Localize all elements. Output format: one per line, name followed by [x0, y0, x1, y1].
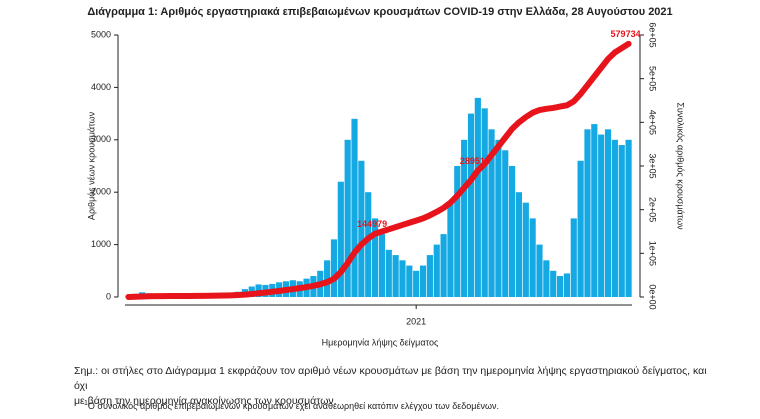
bar [371, 218, 379, 297]
y2-tick-label: 2e+05 [648, 197, 658, 222]
y2-tick-label: 5e+05 [648, 66, 658, 91]
bar [467, 113, 475, 297]
y2-tick-label: 1e+05 [648, 241, 658, 266]
note: Σημ.: οι στήλες στο Διάγραμμα 1 εκφράζου… [74, 364, 714, 409]
bar [591, 124, 598, 297]
bar [536, 244, 543, 297]
bar [509, 166, 516, 297]
bar [440, 234, 447, 297]
y2-tick-label: 6e+05 [648, 22, 658, 47]
bar [625, 139, 632, 297]
data-label: 144979 [357, 219, 387, 229]
bar [406, 265, 413, 297]
bar [618, 145, 625, 297]
bar [495, 139, 502, 297]
x-axis-label: Ημερομηνία λήψης δείγματος [322, 337, 439, 347]
note-line: Σημ.: οι στήλες στο Διάγραμμα 1 εκφράζου… [74, 365, 707, 392]
y-tick-label: 2000 [91, 187, 111, 197]
y-tick-label: 0 [106, 291, 111, 301]
y-tick-label: 4000 [91, 82, 111, 92]
y2-tick-label: 4e+05 [648, 110, 658, 135]
bar [330, 239, 338, 297]
bar [419, 265, 427, 297]
bar [378, 234, 386, 297]
bar [488, 129, 495, 297]
y-tick-label: 3000 [91, 134, 111, 144]
bar [584, 129, 591, 297]
bar [324, 260, 331, 297]
line [125, 40, 632, 300]
bar [543, 260, 550, 297]
y-tick-label: 1000 [91, 239, 111, 249]
x-tick-label: 2021 [406, 316, 426, 326]
bar [365, 192, 372, 297]
bar [604, 129, 612, 297]
bar [399, 260, 406, 297]
bar [515, 192, 523, 297]
bar [426, 255, 433, 297]
bar [337, 181, 344, 297]
footnote: 1Ο συνολικός αριθμός επιβεβαιωμένων κρου… [84, 400, 499, 411]
bar [529, 218, 536, 297]
y2-axis-label: Συνολικός αριθμός κρουσμάτων [676, 102, 686, 230]
bar [385, 249, 392, 297]
bar [351, 118, 358, 297]
bar [433, 244, 440, 297]
note-line: με βάση την ημερομηνία ανακοίνωσης των κ… [74, 395, 337, 407]
y2-tick-label: 0e+00 [648, 284, 658, 309]
bar [358, 160, 365, 297]
bar [461, 139, 468, 297]
bar [454, 166, 461, 297]
bar [577, 160, 584, 297]
bar [550, 270, 557, 297]
bar [502, 150, 509, 297]
bar [563, 273, 570, 297]
bar [392, 255, 399, 297]
bar [447, 202, 454, 297]
footnote-marker: 1 [84, 400, 88, 407]
bar [522, 202, 529, 297]
data-label: 289515 [460, 156, 490, 166]
data-label: 579734 [611, 29, 641, 39]
bar [570, 218, 577, 297]
bar [474, 97, 481, 297]
y-tick-label: 5000 [91, 29, 111, 39]
bar [598, 134, 605, 297]
chart: Διάγραμμα 1: Αριθμός εργαστηριακά επιβεβ… [86, 6, 686, 347]
y2-tick-label: 3e+05 [648, 153, 658, 178]
y-axis-label: Αριθμός νέων κρουσμάτων [86, 111, 96, 220]
bar [481, 108, 488, 297]
bar [413, 270, 420, 297]
bar [344, 139, 351, 297]
bar [556, 276, 564, 297]
bar [611, 139, 618, 297]
chart-title: Διάγραμμα 1: Αριθμός εργαστηριακά επιβεβ… [87, 6, 672, 18]
footnote-text: Ο συνολικός αριθμός επιβεβαιωμένων κρουσ… [87, 401, 500, 411]
